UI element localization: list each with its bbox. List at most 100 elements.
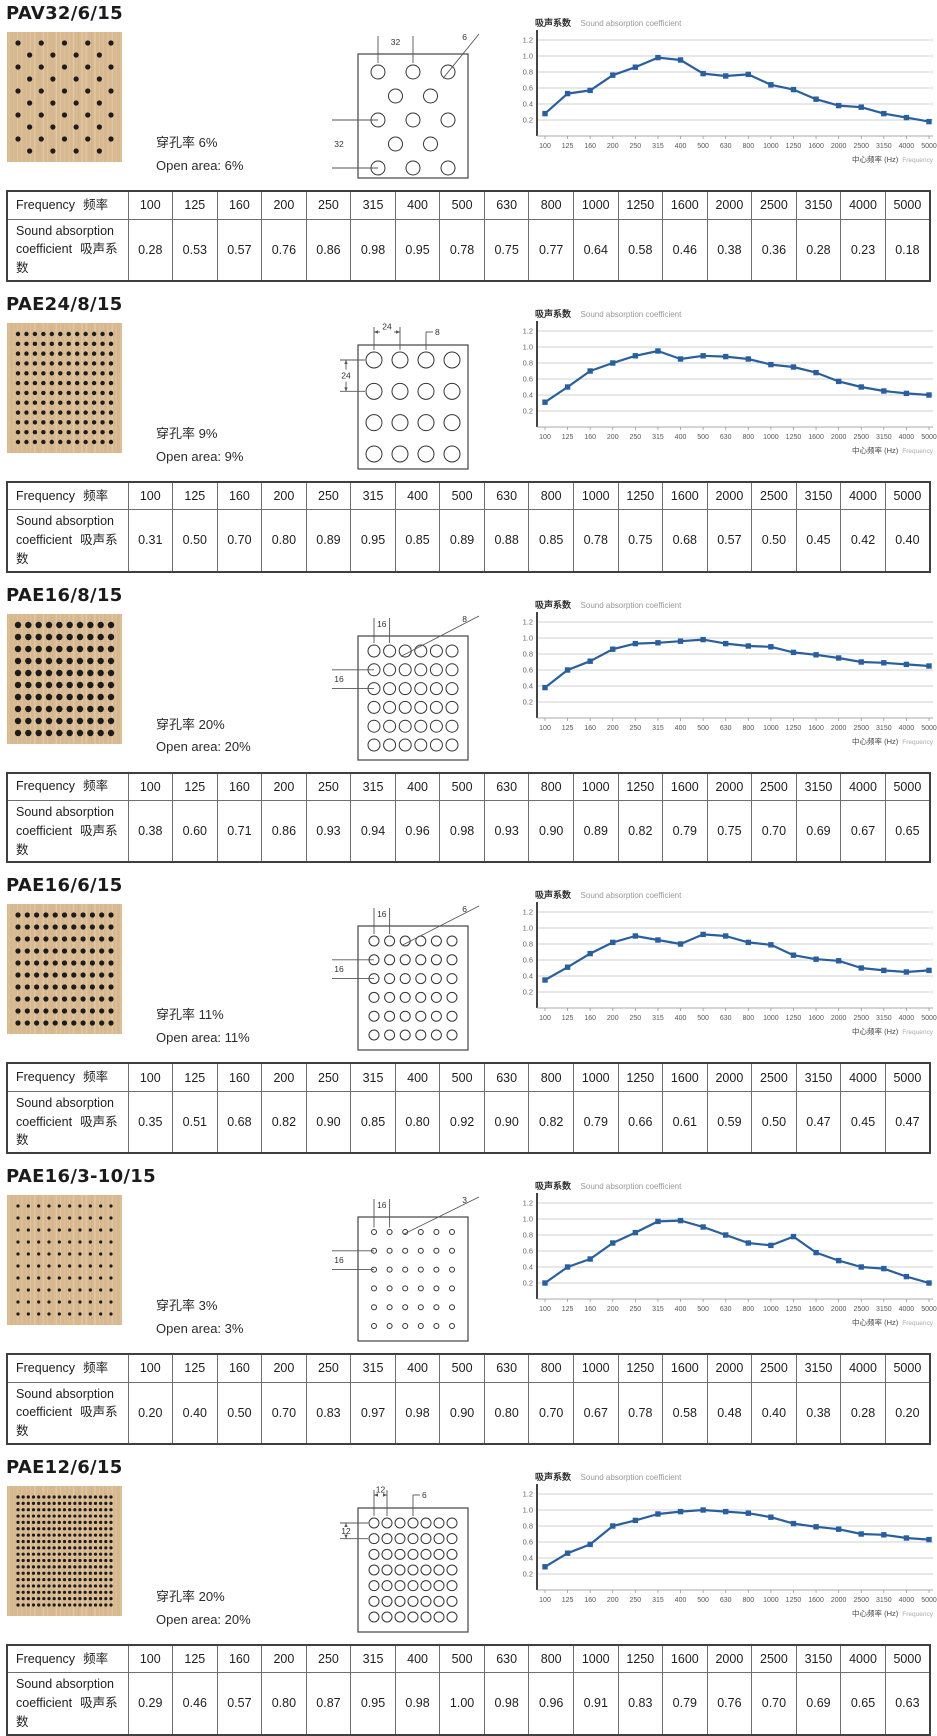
svg-text:400: 400 (675, 143, 687, 150)
perforated-panel-photo (7, 904, 122, 1035)
frequency-cell: 3150 (795, 1062, 842, 1092)
frequency-row-label: Frequency 频率 (6, 772, 129, 801)
coefficient-cell: 0.50 (751, 1090, 797, 1154)
svg-text:100: 100 (539, 143, 551, 150)
frequency-cell: 500 (439, 481, 485, 511)
svg-text:125: 125 (562, 143, 574, 150)
svg-text:1600: 1600 (808, 143, 824, 150)
frequency-cell: 5000 (884, 190, 931, 220)
svg-text:100: 100 (539, 1015, 551, 1022)
coefficient-row: Sound absorption coefficient 吸声系数 0.20 0.4… (6, 1381, 931, 1445)
frequency-cell: 800 (528, 1353, 574, 1383)
svg-text:24: 24 (341, 370, 351, 380)
frequency-cell: 1600 (662, 1644, 708, 1674)
absorption-table: Frequency 频率 100 125 160 200 250 315 400 500 630 8… (6, 771, 931, 864)
frequency-cell: 4000 (840, 1353, 886, 1383)
svg-text:100: 100 (539, 434, 551, 441)
svg-text:1250: 1250 (786, 1015, 802, 1022)
open-area-label: 穿孔率 20% Open area: 20% (156, 714, 251, 760)
svg-text:2000: 2000 (831, 1597, 847, 1604)
coefficient-cell: 0.95 (350, 1672, 396, 1735)
svg-text:315: 315 (652, 1597, 664, 1604)
svg-text:2500: 2500 (853, 1597, 869, 1604)
frequency-label-zh: 频率 (83, 1360, 109, 1375)
frequency-cell: 400 (394, 190, 441, 220)
figure-row: 穿孔率 11% Open area: 11% 16 6 16 吸声系数 Sound … (6, 890, 937, 1060)
frequency-cell: 250 (305, 1353, 352, 1383)
svg-text:250: 250 (630, 434, 642, 441)
svg-text:2000: 2000 (831, 1306, 847, 1313)
coefficient-cell: 0.98 (439, 800, 485, 863)
frequency-cell: 5000 (884, 481, 931, 511)
frequency-cell: 2000 (706, 481, 753, 511)
coefficient-cell: 0.67 (840, 800, 886, 863)
svg-text:12: 12 (341, 1526, 351, 1536)
svg-text:500: 500 (697, 1597, 709, 1604)
frequency-label-zh: 频率 (83, 488, 109, 503)
coefficient-cell: 0.70 (528, 1381, 574, 1445)
svg-text:1250: 1250 (786, 725, 802, 732)
coefficient-cell: 0.89 (439, 509, 485, 572)
coefficient-cell: 0.96 (528, 1672, 574, 1735)
chart-title-zh: 吸声系数 (535, 1181, 572, 1191)
svg-text:315: 315 (652, 143, 664, 150)
coefficient-cell: 0.58 (617, 218, 664, 282)
coefficient-cell: 0.95 (350, 509, 396, 572)
svg-text:5000: 5000 (921, 1015, 937, 1022)
frequency-row: Frequency 频率 100 125 160 200 250 315 400 500 630 8… (6, 1062, 931, 1092)
coefficient-cell: 0.92 (439, 1090, 485, 1154)
frequency-cell: 4000 (840, 481, 886, 511)
coef-label-line1: Sound absorption (16, 1095, 114, 1110)
coef-label-line2: coefficient 吸声系数 (16, 1405, 118, 1438)
figure-row: 穿孔率 20% Open area: 20% 16 8 16 吸声系数 Sound … (6, 600, 937, 770)
svg-text:200: 200 (607, 1597, 619, 1604)
coefficient-cell: 0.40 (884, 509, 931, 572)
svg-text:200: 200 (607, 434, 619, 441)
svg-text:0.6: 0.6 (523, 1247, 533, 1256)
coefficient-cell: 0.87 (305, 1672, 352, 1735)
frequency-cell: 315 (350, 190, 396, 220)
coefficient-cell: 0.60 (172, 800, 218, 863)
frequency-cell: 1000 (572, 1644, 619, 1674)
svg-text:中心频率 (Hz)Frequency: 中心频率 (Hz) Frequency (852, 445, 934, 455)
chart-title-en: Sound absorption coefficient (580, 309, 682, 319)
svg-text:16: 16 (334, 1255, 344, 1265)
coefficient-row: Sound absorption coefficient 吸声系数 0.35 0.5… (6, 1090, 931, 1154)
hole-pattern-drawing: 32 6 32 (332, 32, 480, 179)
coefficient-cell: 0.70 (751, 800, 797, 863)
coefficient-cell: 0.96 (394, 800, 441, 863)
svg-text:32: 32 (391, 37, 401, 47)
frequency-label-zh: 频率 (83, 1651, 109, 1666)
coefficient-cell: 0.93 (305, 800, 352, 863)
open-area-label: 穿孔率 11% Open area: 11% (156, 1004, 250, 1050)
svg-text:800: 800 (742, 143, 754, 150)
coefficient-cell: 0.53 (172, 218, 218, 282)
svg-text:1600: 1600 (808, 1015, 824, 1022)
frequency-cell: 315 (350, 772, 396, 801)
coef-label-zh: 吸声系数 (16, 823, 118, 857)
svg-text:2000: 2000 (831, 434, 847, 441)
svg-text:315: 315 (652, 725, 664, 732)
coefficient-cell: 0.91 (572, 1672, 619, 1735)
frequency-cell: 250 (305, 190, 352, 220)
hole-pattern-drawing: 16 3 16 (332, 1195, 480, 1342)
chart-title-en: Sound absorption coefficient (580, 600, 682, 610)
frequency-cell: 800 (528, 1062, 574, 1092)
frequency-cell: 2000 (706, 190, 753, 220)
svg-text:4000: 4000 (899, 143, 915, 150)
svg-text:8: 8 (435, 327, 440, 337)
coef-label-line1: Sound absorption (16, 223, 114, 238)
coef-label-line1: Sound absorption (16, 514, 114, 529)
frequency-cell: 5000 (884, 1353, 931, 1383)
frequency-cell: 630 (483, 772, 530, 801)
coefficient-row-label: Sound absorption coefficient 吸声系数 (6, 800, 129, 863)
open-area-label: 穿孔率 20% Open area: 20% (156, 1586, 251, 1632)
coefficient-cell: 0.50 (172, 509, 218, 572)
svg-text:0.2: 0.2 (523, 406, 533, 415)
coef-label-line2: coefficient 吸声系数 (16, 533, 118, 566)
chart-title: 吸声系数 Sound absorption coefficient (509, 16, 937, 28)
svg-text:2000: 2000 (831, 725, 847, 732)
coefficient-cell: 0.57 (706, 509, 753, 572)
coefficient-cell: 0.75 (617, 509, 664, 572)
svg-text:3150: 3150 (876, 143, 892, 150)
